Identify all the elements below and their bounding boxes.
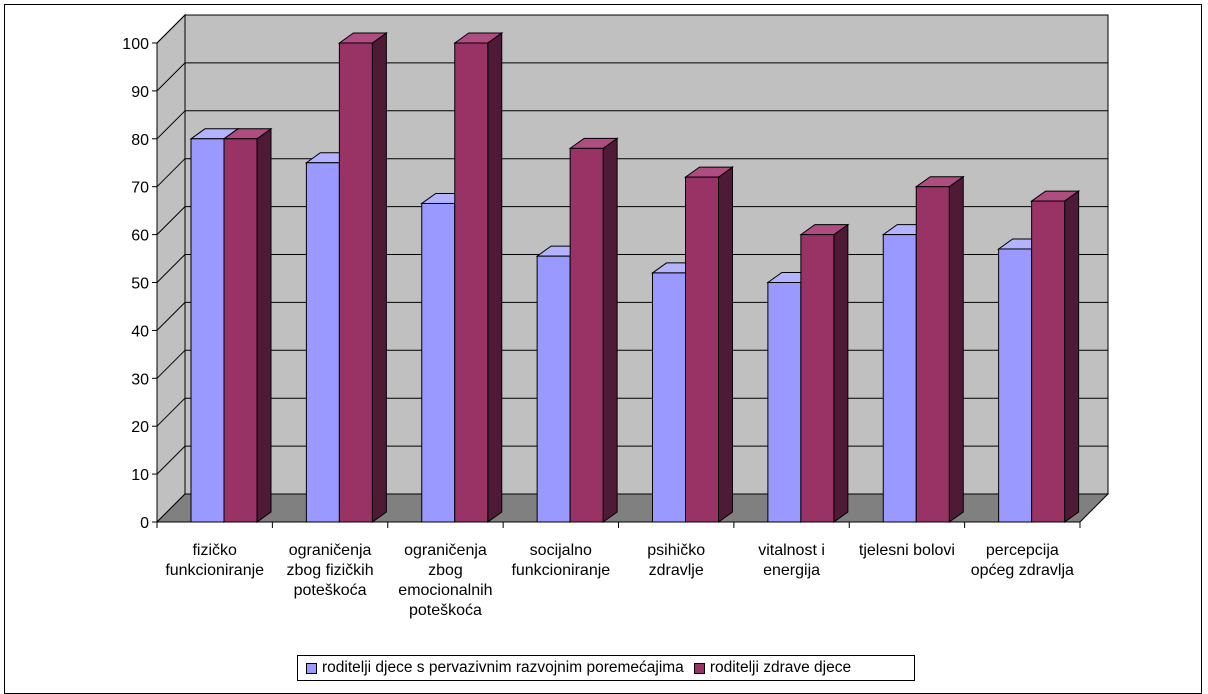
gridline-side [156, 14, 186, 44]
x-tick-label-line: ograničenja [404, 542, 487, 559]
bar-side [602, 137, 618, 523]
x-tick-label-line: funkcioniranje [165, 562, 264, 579]
bar-side [948, 175, 964, 523]
bar [338, 42, 373, 523]
bar-side [1064, 190, 1080, 523]
y-tick-label: 50 [131, 276, 149, 293]
x-tick-label: psihičko zdravlje [647, 542, 705, 579]
x-tick-label: percepcija općeg zdravlja [971, 542, 1074, 579]
bar [1031, 200, 1066, 523]
x-tick-label: ograničenja zbog fizičkih poteškoća [286, 542, 373, 599]
bar-side [256, 127, 272, 523]
gridline-side [156, 349, 186, 379]
bar [190, 138, 225, 523]
bar [998, 248, 1033, 523]
y-tick-label: 40 [131, 323, 149, 340]
x-tick-label-line: općeg zdravlja [971, 562, 1074, 579]
legend-swatch-series-2 [693, 662, 705, 674]
bar [767, 282, 802, 523]
bar [882, 234, 917, 523]
bar [536, 255, 571, 523]
legend-swatch-series-1 [306, 662, 317, 674]
gridline-side [156, 110, 186, 140]
gridline-side [156, 302, 186, 331]
x-tick-label-line: socijalno [530, 542, 592, 559]
x-tick-label-line: funkcioniranje [511, 562, 610, 579]
legend-label-series-1: roditelji djece s pervazivnim razvojnim … [322, 659, 684, 676]
x-tick-label-line: psihičko [647, 542, 705, 559]
x-tick-label: socijalno funkcioniranje [511, 542, 610, 579]
x-tick-label-line: energija [763, 562, 820, 579]
bar [915, 186, 950, 523]
y-tick-label: 0 [140, 515, 149, 532]
y-tick-label: 100 [122, 36, 149, 53]
bar-side [371, 32, 387, 523]
x-tick-label: tjelesni bolovi [859, 542, 955, 559]
gridline-side [156, 397, 186, 427]
y-tick-label: 20 [131, 419, 149, 436]
y-tick-label: 70 [131, 180, 149, 197]
x-tick-label-line: tjelesni bolovi [859, 542, 955, 559]
x-tick-label-line: percepcija [986, 542, 1059, 559]
x-tick-label-line: poteškoća [409, 602, 482, 619]
x-tick-label: vitalnost i energija [758, 542, 825, 579]
legend-label-series-2: roditelji zdrave djece [709, 659, 852, 676]
bar [800, 234, 835, 523]
floor [155, 493, 1110, 523]
legend-item-series-2: roditelji zdrave djece [693, 659, 852, 677]
x-tick-label: ograničenja zbog emocionalnih poteškoća [398, 542, 492, 619]
gridline-side [156, 206, 186, 235]
bar [685, 176, 719, 523]
bar-side [718, 166, 733, 523]
gridline-side [156, 254, 186, 283]
bar-side [833, 223, 849, 523]
y-tick-label: 80 [131, 132, 149, 149]
bar-side [487, 32, 503, 523]
gridline-side [156, 445, 186, 475]
x-tick-label-line: zdravlje [649, 562, 704, 579]
y-tick-label: 10 [131, 467, 149, 484]
bar [421, 202, 456, 523]
bar [305, 162, 340, 523]
x-tick-label: fizičko funkcioniranje [165, 542, 264, 579]
x-tick-label-line: ograničenja [289, 542, 372, 559]
x-tick-label-line: fizičko [192, 542, 237, 559]
bar [569, 147, 604, 523]
legend: roditelji djece s pervazivnim razvojnim … [297, 655, 915, 681]
x-tick-label-line: zbog fizičkih [286, 562, 373, 579]
y-tick-label: 30 [131, 371, 149, 388]
gridline-side [156, 62, 186, 92]
x-tick-label-line: vitalnost i [758, 542, 825, 559]
y-tick-label: 90 [131, 84, 149, 101]
x-tick-label-line: zbog [428, 562, 463, 579]
x-tick-label-line: emocionalnih [398, 582, 492, 599]
y-tick-label: 60 [131, 228, 149, 245]
bar [652, 272, 686, 523]
x-tick-label-line: poteškoća [294, 582, 367, 599]
bar [223, 138, 258, 523]
bar [454, 42, 489, 523]
gridline-side [156, 158, 186, 188]
legend-item-series-1: roditelji djece s pervazivnim razvojnim … [306, 659, 684, 677]
